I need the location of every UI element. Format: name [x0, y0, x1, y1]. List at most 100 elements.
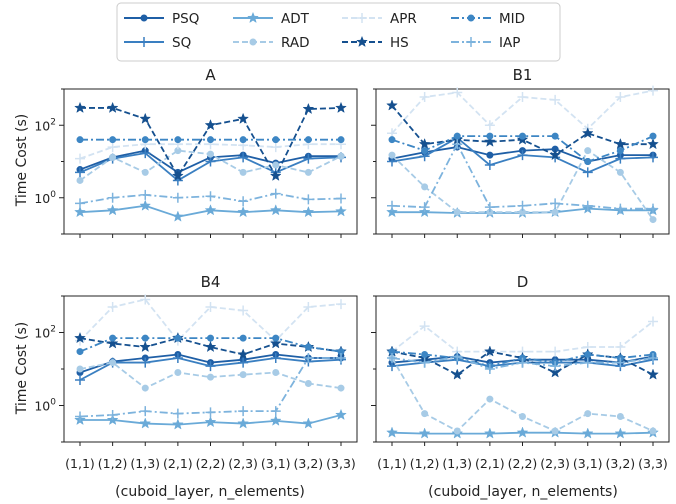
data-point-hs: [106, 337, 119, 349]
x-tick-label: (3,2): [606, 456, 636, 471]
data-point-hs: [139, 340, 152, 353]
legend-label-rad: RAD: [281, 35, 309, 51]
data-point-adt: [483, 427, 496, 439]
data-point-rad: [207, 150, 214, 158]
data-point-rad: [141, 384, 149, 392]
data-point-adt: [106, 204, 119, 216]
data-point-rad: [551, 208, 559, 216]
data-point-rad: [304, 168, 312, 176]
x-tick-label: (2,2): [196, 456, 226, 471]
data-point-sq: [303, 153, 314, 164]
data-point-apr: [107, 301, 118, 312]
panel-b1: B1: [371, 66, 670, 238]
data-point-rad: [174, 369, 182, 377]
data-point-sq: [172, 353, 183, 364]
data-point-iap: [336, 353, 346, 364]
data-point-mid: [239, 334, 247, 342]
data-point-apr: [648, 85, 658, 96]
panel-title: B1: [513, 66, 533, 84]
x-tick-label: (2,2): [508, 456, 538, 471]
legend-marker-apr: [357, 13, 367, 23]
data-point-mid: [239, 136, 247, 144]
data-point-sq: [140, 357, 151, 368]
series-mid: [76, 334, 345, 356]
data-point-iap: [517, 200, 528, 211]
legend-label-psq: PSQ: [172, 11, 199, 27]
panel-frame: [375, 295, 670, 443]
series-rad: [76, 359, 345, 392]
data-point-adt: [74, 205, 86, 218]
data-point-hs: [647, 368, 659, 380]
data-point-mid: [174, 334, 182, 342]
data-point-rad: [421, 410, 429, 418]
legend-marker-rad: [249, 38, 257, 46]
data-point-sq: [205, 361, 216, 372]
data-point-hs: [204, 119, 217, 131]
data-point-iap: [205, 191, 216, 202]
data-point-rad: [141, 168, 149, 176]
data-point-hs: [171, 169, 184, 181]
data-point-sq: [517, 150, 528, 161]
data-point-iap: [484, 202, 495, 213]
data-point-sq: [140, 148, 151, 159]
legend-label-adt: ADT: [281, 11, 310, 27]
data-point-sq: [582, 167, 593, 178]
data-point-sq: [615, 153, 626, 164]
data-point-iap: [582, 357, 593, 368]
data-point-mid: [519, 132, 526, 140]
data-point-mid: [304, 343, 312, 351]
data-point-apr: [550, 94, 561, 105]
series-mid: [388, 132, 657, 165]
data-point-apr: [452, 87, 463, 98]
data-point-mid: [76, 136, 84, 144]
data-point-mid: [272, 136, 280, 144]
data-point-hs: [335, 101, 347, 113]
data-point-adt: [302, 205, 315, 218]
data-point-iap: [550, 198, 561, 209]
data-point-sq: [238, 152, 249, 163]
data-point-hs: [549, 366, 562, 378]
data-point-hs: [451, 368, 464, 380]
x-tick-label: (3,1): [573, 456, 603, 471]
data-point-rad: [519, 412, 526, 420]
series-rad: [76, 147, 345, 184]
data-point-adt: [302, 417, 315, 429]
data-point-mid: [551, 132, 559, 140]
data-point-hs: [106, 101, 119, 113]
series-line-rad: [391, 149, 654, 221]
data-point-iap: [75, 198, 85, 209]
legend-marker-hs: [356, 35, 368, 48]
data-point-rad: [388, 151, 396, 159]
data-point-apr: [140, 294, 151, 305]
series-apr: [387, 316, 658, 357]
data-point-hs: [269, 337, 282, 349]
data-point-hs: [581, 127, 594, 139]
legend-marker-adt: [247, 11, 259, 24]
data-point-sq: [205, 156, 216, 167]
legend-marker-mid: [467, 14, 475, 22]
data-point-iap: [419, 202, 430, 213]
data-point-iap: [270, 188, 281, 199]
data-point-adt: [204, 204, 217, 216]
data-point-mid: [584, 158, 592, 165]
y-tick-label: 102: [34, 117, 56, 133]
data-point-sq: [75, 374, 85, 385]
legend-label-iap: IAP: [499, 35, 520, 51]
x-tick-label: (1,2): [410, 456, 440, 471]
y-tick-label: 102: [34, 325, 56, 341]
data-point-mid: [174, 136, 182, 144]
series-iap: [75, 188, 346, 209]
data-point-apr: [615, 342, 626, 353]
data-point-apr: [75, 153, 85, 164]
data-point-adt: [386, 426, 398, 438]
data-point-iap: [303, 194, 314, 205]
x-tick-label: (3,3): [638, 456, 668, 471]
data-point-rad: [486, 395, 494, 403]
data-point-rad: [584, 147, 592, 155]
data-point-hs: [269, 169, 282, 181]
data-point-rad: [649, 216, 657, 224]
legend-label-apr: APR: [390, 11, 417, 27]
data-point-hs: [139, 112, 152, 124]
data-point-iap: [615, 357, 626, 368]
data-point-mid: [304, 136, 312, 144]
